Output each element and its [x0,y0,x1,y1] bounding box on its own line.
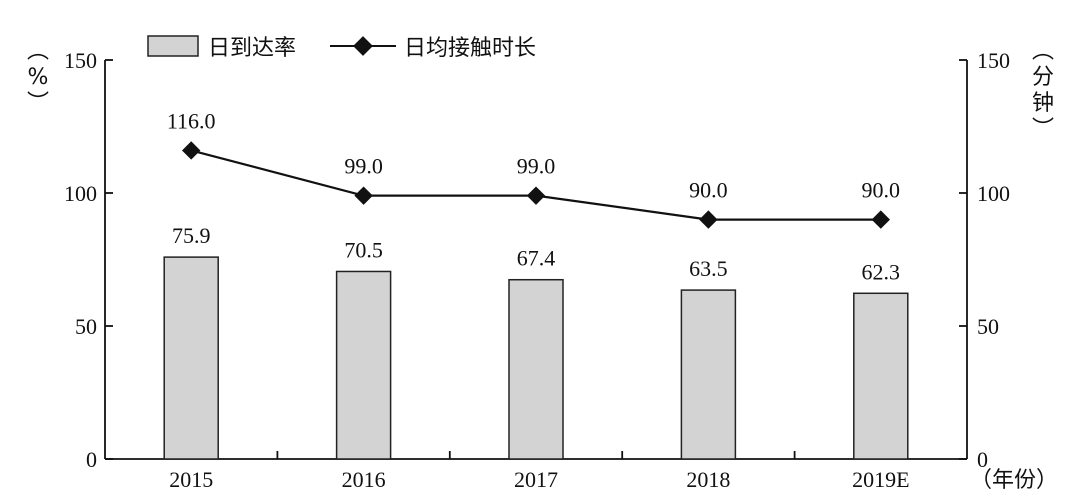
bar-value-label: 67.4 [517,246,556,271]
right-tick-label: 150 [977,48,1010,73]
bar-data-labels: 75.9 70.5 67.4 63.5 62.3 [172,223,900,284]
x-tick-label: 2015 [169,467,213,492]
bar [853,292,909,460]
x-tick-label: 2019E [852,467,909,492]
legend-swatch-bar [147,35,199,57]
x-tick-label: 2017 [514,467,558,492]
line-point [699,210,718,229]
legend-marker [353,36,373,56]
bar [680,289,737,460]
left-tick-label: 50 [75,314,97,339]
line-value-label: 116.0 [167,108,216,133]
line-value-label: 90.0 [862,178,901,203]
left-tick-label: 150 [64,48,97,73]
right-axis-unit: ︵分钟︶ [1032,39,1054,142]
legend-label-line: 日均接触时长 [404,36,536,61]
bar [163,256,219,460]
right-tick-label: 100 [977,181,1010,206]
left-tick-label: 100 [64,181,97,206]
line-data-labels: 116.0 99.0 99.0 90.0 90.0 [167,108,900,202]
bar [335,270,392,460]
bar-value-label: 62.3 [862,259,901,284]
line-point [354,186,373,205]
legend: 日到达率 日均接触时长 [147,35,536,61]
line-value-label: 99.0 [344,154,383,179]
line-point [182,141,201,160]
bar-series [163,256,909,460]
x-axis-ticks: 2015 2016 2017 2018 2019E [169,451,910,492]
bar-value-label: 63.5 [689,256,728,281]
left-axis-unit: ︵% ︶ [27,39,49,116]
right-tick-label: 0 [977,447,988,472]
bar-value-label: 70.5 [344,237,383,262]
x-axis-unit: （年份） [970,468,1058,493]
left-tick-label: 0 [86,447,97,472]
right-axis-unit-text: ︵分钟︶ [1032,39,1054,142]
x-tick-label: 2018 [686,467,730,492]
right-tick-label: 50 [977,314,999,339]
right-axis-ticks: 0 50 100 150 [959,48,1010,472]
line-value-label: 99.0 [517,154,556,179]
x-tick-label: 2016 [342,467,386,492]
bar [508,278,564,460]
left-axis-ticks: 0 50 100 150 [64,48,113,472]
line-point [526,186,546,205]
line-point [871,210,890,229]
line-value-label: 90.0 [689,178,728,203]
bar-value-label: 75.9 [172,223,211,248]
line-series [182,141,890,229]
left-axis-unit-text: ︵% ︶ [27,39,49,116]
legend-label-bar: 日到达率 [208,36,296,61]
